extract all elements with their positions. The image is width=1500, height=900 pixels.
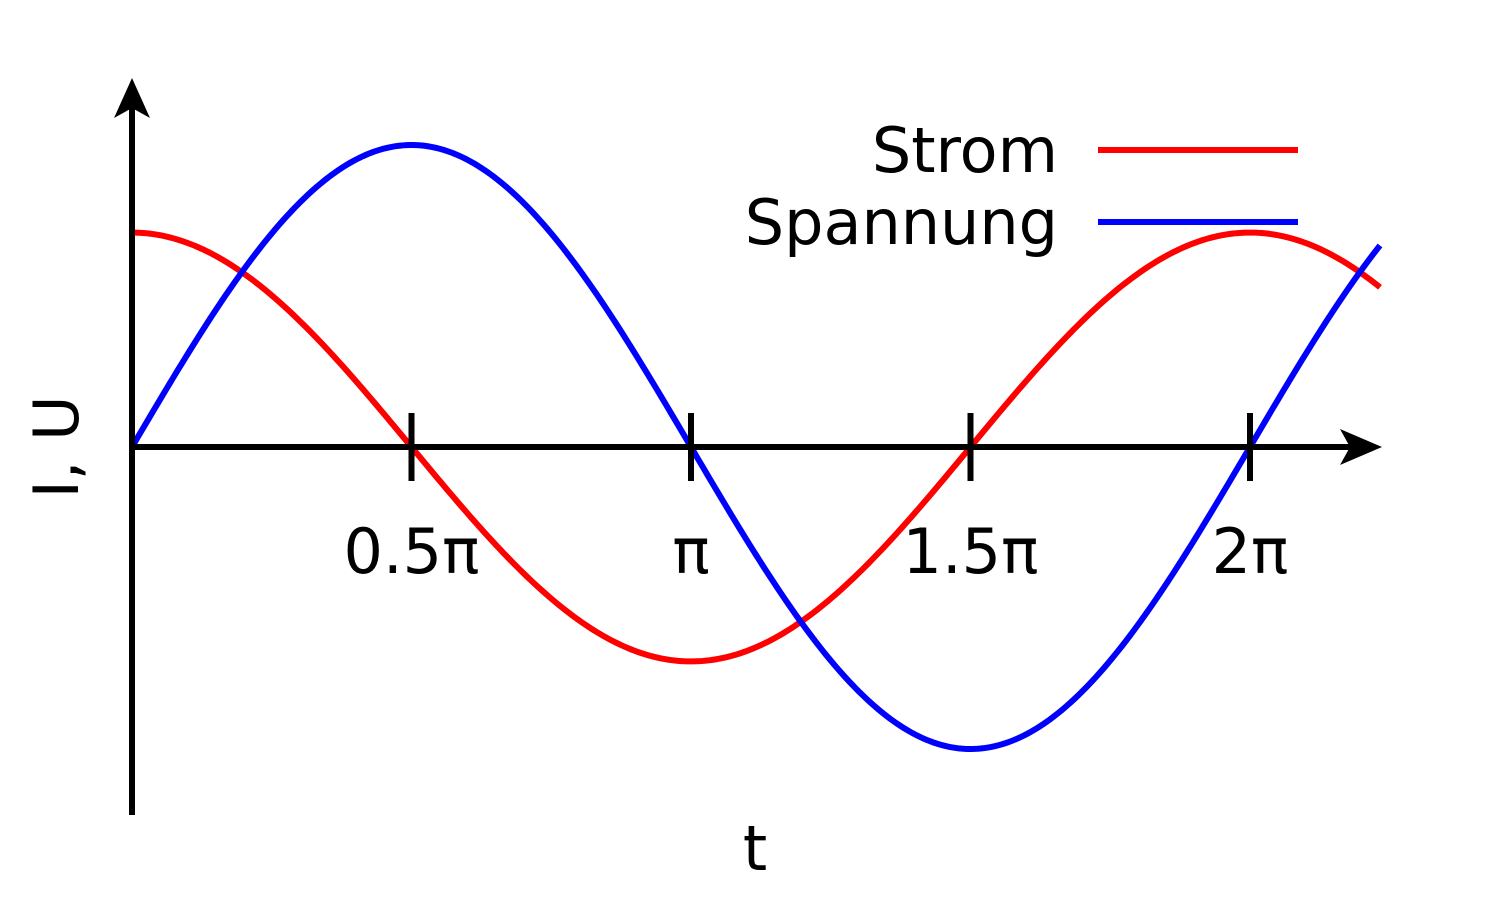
y-axis-label: I, U <box>20 395 93 498</box>
series-line-spannung <box>129 142 1383 753</box>
x-axis-arrow <box>1340 429 1382 465</box>
x-tick-label: 0.5π <box>344 515 480 588</box>
axes-layer <box>114 78 1382 815</box>
x-tick-label: π <box>672 515 709 588</box>
x-axis-label: t <box>743 812 767 885</box>
ticks-layer: 0.5π π 1.5π 2π <box>344 413 1289 588</box>
series-layer <box>129 142 1383 753</box>
series-line-strom <box>131 229 1382 665</box>
x-tick-label: 2π <box>1212 515 1289 588</box>
x-tick-label: 1.5π <box>903 515 1039 588</box>
legend-label-spannung: Spannung <box>745 186 1058 259</box>
legend-label-strom: Strom <box>872 114 1058 187</box>
y-axis-arrow <box>114 78 150 118</box>
